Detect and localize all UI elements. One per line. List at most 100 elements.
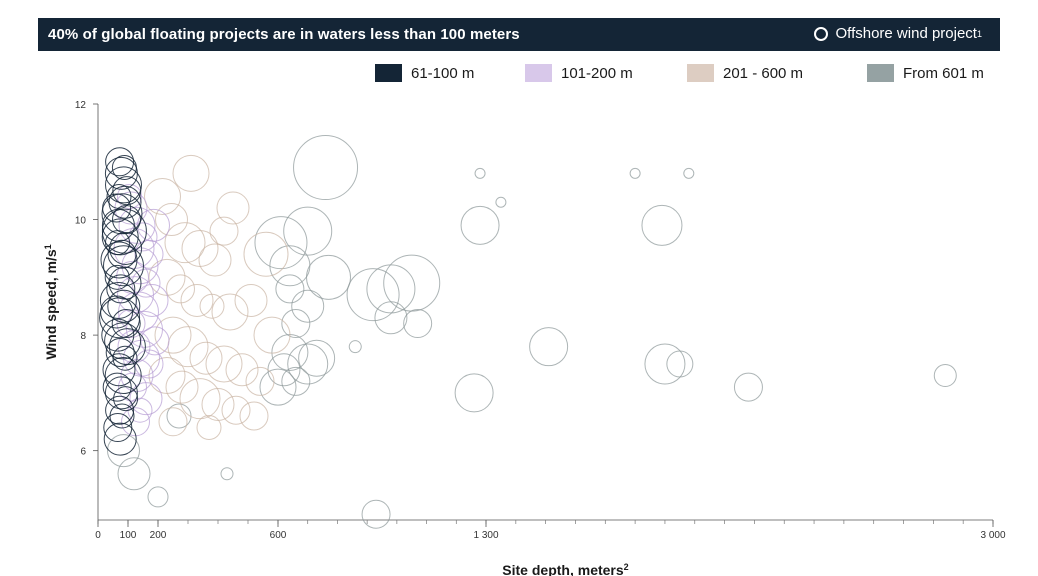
data-bubble <box>99 297 141 339</box>
x-tick-label: 600 <box>270 530 287 541</box>
data-bubble <box>112 176 142 206</box>
data-bubble <box>101 208 147 254</box>
data-bubble <box>641 204 683 246</box>
data-bubble <box>108 328 146 366</box>
data-bubble <box>172 154 210 192</box>
data-bubble <box>113 386 139 412</box>
chart-title: 40% of global floating projects are in w… <box>48 26 520 43</box>
data-bubble <box>111 155 137 181</box>
data-bubble <box>166 274 195 304</box>
x-axis-title-sup: 2 <box>624 562 629 572</box>
data-bubble <box>733 372 763 402</box>
data-bubble <box>101 193 143 235</box>
data-bubble <box>134 239 164 269</box>
data-bubble <box>137 208 170 242</box>
title-bar: 40% of global floating projects are in w… <box>38 18 1000 51</box>
legend-label: 61-100 m <box>411 64 475 82</box>
data-bubble <box>107 289 141 323</box>
data-bubble <box>221 395 251 425</box>
data-bubble <box>281 366 311 396</box>
data-bubble <box>196 415 222 441</box>
data-bubble <box>103 422 137 456</box>
data-bubble <box>216 191 250 225</box>
data-bubble <box>108 185 142 219</box>
legend-label: 101-200 m <box>561 64 633 82</box>
x-tick-label: 1 300 <box>473 530 498 541</box>
data-bubble <box>102 353 136 387</box>
data-bubble <box>106 183 132 209</box>
data-bubble <box>253 316 291 354</box>
y-tick-label: 6 <box>80 447 86 458</box>
data-bubble <box>933 364 957 388</box>
data-bubble <box>154 316 192 354</box>
data-bubble <box>198 243 232 277</box>
data-bubble <box>181 229 219 267</box>
data-bubble <box>269 245 311 287</box>
data-bubble <box>189 341 223 375</box>
data-bubble <box>211 293 249 331</box>
data-bubble <box>129 382 163 416</box>
data-bubble <box>104 376 138 410</box>
data-bubble <box>144 177 181 215</box>
data-bubble <box>147 486 169 508</box>
size-key-superscript: 1 <box>976 28 982 39</box>
legend-label: 201 - 600 m <box>723 64 804 82</box>
data-bubble <box>180 283 214 317</box>
data-bubble <box>165 370 199 404</box>
data-bubble <box>148 357 186 395</box>
circle-icon <box>813 26 828 41</box>
data-bubble <box>105 395 135 425</box>
data-bubble <box>454 373 494 413</box>
legend-swatch <box>867 64 894 82</box>
legend-item-from-601: From 601 m <box>867 64 984 82</box>
data-bubble <box>225 353 259 387</box>
data-bubble <box>105 147 135 177</box>
data-bubble <box>127 397 153 423</box>
y-tick-label: 10 <box>75 216 87 227</box>
data-bubble <box>100 295 134 329</box>
data-bubble <box>348 340 362 354</box>
data-bubble <box>209 216 239 246</box>
size-key-label: Offshore wind project <box>835 25 977 42</box>
data-bubble <box>460 205 500 245</box>
data-bubble <box>117 330 151 364</box>
legend-swatch <box>375 64 402 82</box>
data-bubble <box>629 167 641 179</box>
data-bubble <box>103 245 144 287</box>
data-bubble <box>131 268 161 298</box>
data-bubble <box>683 167 695 179</box>
data-bubble <box>474 167 486 179</box>
data-bubble <box>529 327 569 367</box>
data-bubble <box>306 254 352 300</box>
data-bubble <box>112 205 141 235</box>
legend-item-61-100: 61-100 m <box>375 64 474 82</box>
data-bubble <box>102 372 132 402</box>
data-bubble <box>259 368 297 406</box>
legend-item-201-600: 201 - 600 m <box>687 64 803 82</box>
data-bubble <box>287 343 329 385</box>
data-bubble <box>254 216 308 270</box>
data-bubble <box>199 293 225 319</box>
legend-swatch <box>525 64 552 82</box>
data-bubble <box>275 274 305 304</box>
data-bubble <box>167 326 209 368</box>
y-axis-title: Wind speed, m/s1 <box>43 244 59 359</box>
data-bubble <box>106 274 136 304</box>
data-bubble <box>234 283 268 317</box>
data-bubble <box>155 203 188 237</box>
data-bubble <box>366 264 416 314</box>
data-bubble <box>346 268 400 322</box>
data-bubble <box>105 166 142 204</box>
x-tick-label: 0 <box>95 530 101 541</box>
data-bubble <box>283 206 333 256</box>
data-bubble <box>239 401 269 431</box>
data-bubble <box>117 457 151 491</box>
x-axis-title: Site depth, meters2 <box>502 562 628 576</box>
data-bubble <box>179 378 221 420</box>
data-bubble <box>101 318 135 352</box>
data-bubble <box>105 337 135 367</box>
data-bubble <box>100 241 138 279</box>
data-bubble <box>361 499 391 529</box>
data-bubble <box>243 231 289 277</box>
